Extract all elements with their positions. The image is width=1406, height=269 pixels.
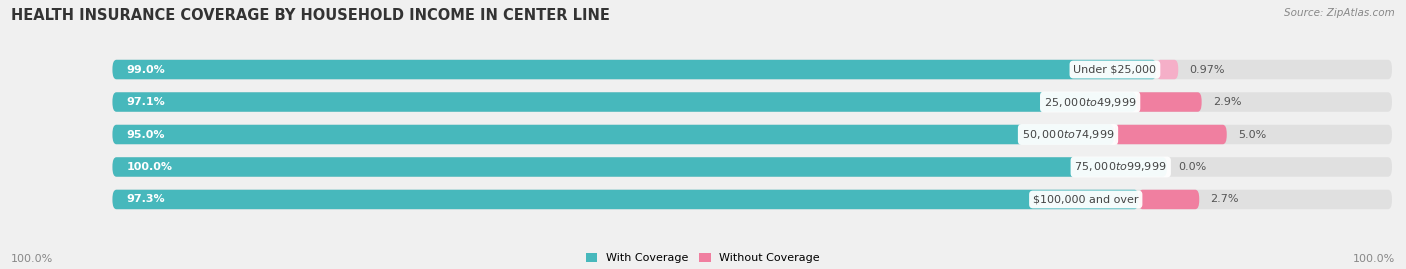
Text: 0.97%: 0.97% bbox=[1189, 65, 1225, 75]
Text: $100,000 and over: $100,000 and over bbox=[1033, 194, 1139, 204]
FancyBboxPatch shape bbox=[112, 157, 1392, 177]
Text: 100.0%: 100.0% bbox=[1353, 254, 1395, 264]
Text: 97.3%: 97.3% bbox=[127, 194, 165, 204]
FancyBboxPatch shape bbox=[1136, 92, 1202, 112]
FancyBboxPatch shape bbox=[1139, 190, 1199, 209]
Text: Under $25,000: Under $25,000 bbox=[1073, 65, 1156, 75]
Text: 95.0%: 95.0% bbox=[127, 129, 165, 140]
FancyBboxPatch shape bbox=[112, 60, 1392, 79]
FancyBboxPatch shape bbox=[112, 157, 1167, 177]
FancyBboxPatch shape bbox=[112, 92, 1392, 112]
FancyBboxPatch shape bbox=[112, 125, 1115, 144]
Text: $25,000 to $49,999: $25,000 to $49,999 bbox=[1043, 95, 1136, 108]
Text: Source: ZipAtlas.com: Source: ZipAtlas.com bbox=[1284, 8, 1395, 18]
Text: $75,000 to $99,999: $75,000 to $99,999 bbox=[1074, 161, 1167, 174]
FancyBboxPatch shape bbox=[112, 92, 1136, 112]
FancyBboxPatch shape bbox=[112, 190, 1392, 209]
FancyBboxPatch shape bbox=[112, 125, 1392, 144]
Text: HEALTH INSURANCE COVERAGE BY HOUSEHOLD INCOME IN CENTER LINE: HEALTH INSURANCE COVERAGE BY HOUSEHOLD I… bbox=[11, 8, 610, 23]
FancyBboxPatch shape bbox=[112, 60, 1156, 79]
Text: 2.7%: 2.7% bbox=[1211, 194, 1239, 204]
Text: 99.0%: 99.0% bbox=[127, 65, 166, 75]
FancyBboxPatch shape bbox=[1115, 125, 1227, 144]
Legend: With Coverage, Without Coverage: With Coverage, Without Coverage bbox=[586, 253, 820, 263]
Text: 0.0%: 0.0% bbox=[1178, 162, 1206, 172]
FancyBboxPatch shape bbox=[1156, 60, 1178, 79]
FancyBboxPatch shape bbox=[112, 190, 1139, 209]
Text: 97.1%: 97.1% bbox=[127, 97, 166, 107]
Text: 100.0%: 100.0% bbox=[127, 162, 173, 172]
Text: $50,000 to $74,999: $50,000 to $74,999 bbox=[1022, 128, 1115, 141]
Text: 5.0%: 5.0% bbox=[1237, 129, 1267, 140]
Text: 2.9%: 2.9% bbox=[1213, 97, 1241, 107]
Text: 100.0%: 100.0% bbox=[11, 254, 53, 264]
